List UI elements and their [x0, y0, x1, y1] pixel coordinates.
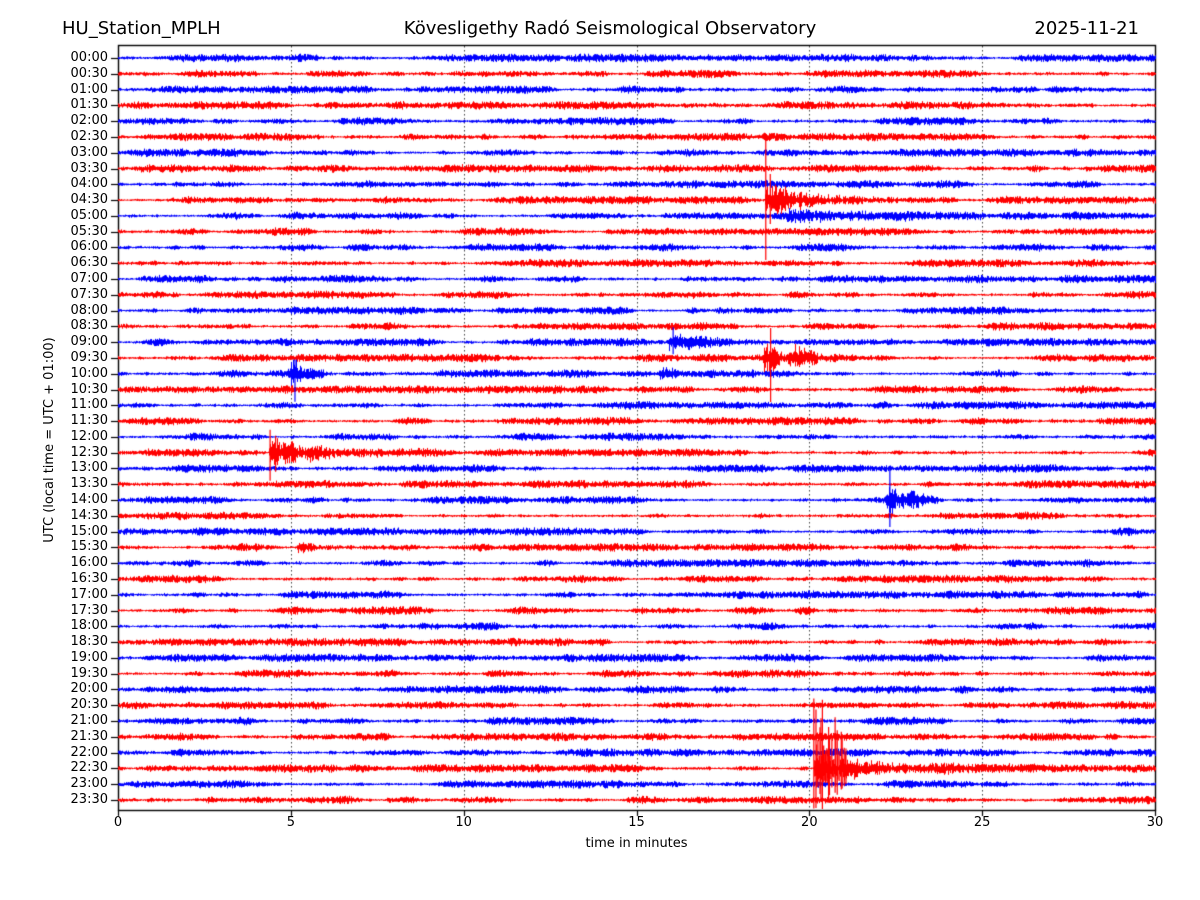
row-label: 23:30: [70, 792, 108, 807]
row-label: 05:30: [70, 223, 108, 239]
x-tick-label: 0: [113, 815, 123, 830]
row-label: 06:30: [70, 255, 108, 271]
row-label: 02:00: [70, 113, 108, 129]
row-label: 22:30: [70, 760, 108, 776]
y-axis-label: UTC (local time = UTC + 01:00): [42, 337, 57, 543]
row-label: 10:30: [70, 381, 108, 397]
row-label: 11:30: [70, 413, 108, 429]
row-label: 13:30: [70, 476, 108, 492]
row-label: 06:00: [70, 239, 108, 255]
row-label: 11:00: [70, 397, 108, 413]
station-title: HU_Station_MPLH: [62, 18, 221, 39]
row-label: 23:00: [70, 776, 108, 792]
row-label: 14:00: [70, 492, 108, 508]
row-label: 18:00: [70, 618, 108, 634]
row-label: 08:00: [70, 302, 108, 318]
observatory-title: Kövesligethy Radó Seismological Observat…: [403, 18, 817, 39]
row-label: 19:30: [70, 665, 108, 681]
row-label: 01:30: [70, 97, 108, 113]
row-label: 21:30: [70, 728, 108, 744]
row-label: 20:30: [70, 697, 108, 713]
row-label: 08:30: [70, 318, 108, 334]
row-label: 00:30: [70, 65, 108, 81]
row-label: 04:00: [70, 176, 108, 192]
row-label: 15:30: [70, 539, 108, 555]
row-label: 16:30: [70, 570, 108, 586]
row-label: 09:00: [70, 334, 108, 350]
x-tick-label: 5: [286, 815, 295, 830]
row-label: 12:30: [70, 444, 108, 460]
x-tick-label: 20: [801, 815, 818, 830]
row-label: 00:00: [70, 50, 108, 65]
row-label: 03:30: [70, 160, 108, 176]
row-label: 12:00: [70, 428, 108, 444]
row-label: 21:00: [70, 713, 108, 729]
x-tick-label: 30: [1146, 815, 1164, 830]
x-tick-label: 25: [973, 815, 991, 830]
row-label: 04:30: [70, 192, 108, 208]
x-axis-label: time in minutes: [585, 836, 688, 851]
row-label: 01:00: [70, 81, 108, 97]
row-label: 07:30: [70, 286, 108, 302]
row-label: 05:00: [70, 207, 108, 223]
row-label: 10:00: [70, 365, 108, 381]
row-label: 07:00: [70, 271, 108, 287]
x-tick-label: 10: [455, 815, 472, 830]
row-label: 02:30: [70, 128, 108, 144]
row-label: 15:00: [70, 523, 108, 539]
row-label: 19:00: [70, 649, 108, 665]
row-label: 16:00: [70, 555, 108, 571]
date-title: 2025-11-21: [1034, 18, 1139, 39]
row-label: 03:00: [70, 144, 108, 160]
x-tick-label: 15: [628, 815, 645, 830]
row-label: 17:30: [70, 602, 108, 618]
row-label: 20:00: [70, 681, 108, 697]
row-label: 14:30: [70, 507, 108, 523]
row-label: 09:30: [70, 349, 108, 365]
row-label: 22:00: [70, 744, 108, 760]
row-label: 13:00: [70, 460, 108, 476]
row-label: 17:00: [70, 586, 108, 602]
row-label: 18:30: [70, 634, 108, 650]
